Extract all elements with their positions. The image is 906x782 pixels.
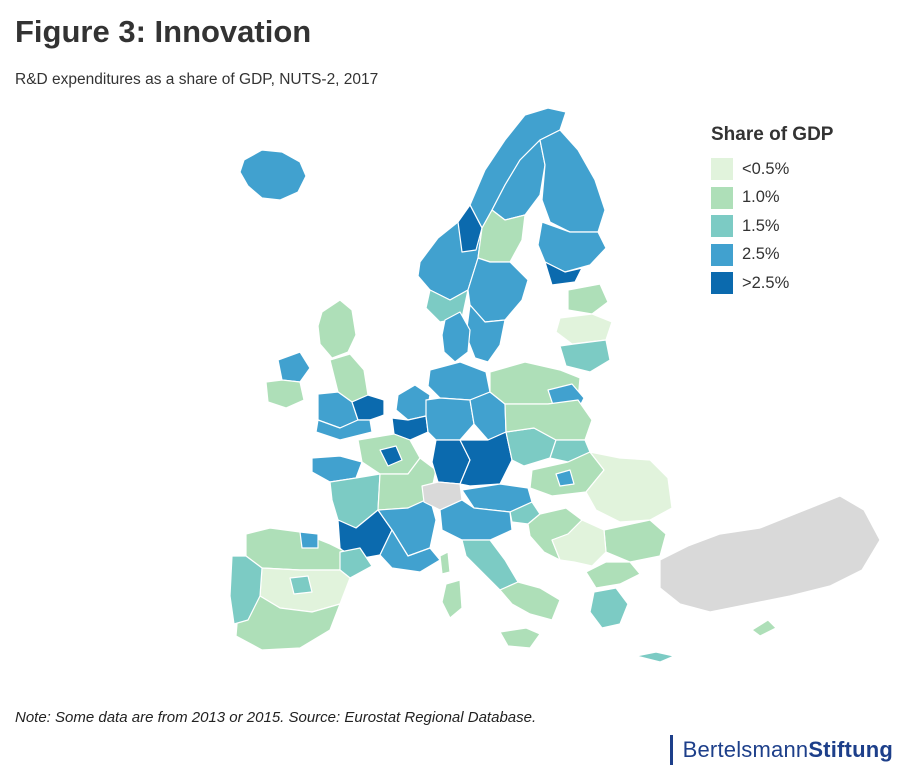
region-italy-north: [439, 499, 513, 541]
region-greece-north: [585, 561, 641, 589]
region-denmark: [441, 311, 471, 363]
region-iceland: [239, 149, 307, 201]
legend-item: 1.0%: [711, 184, 833, 213]
legend-label: 1.0%: [742, 188, 780, 207]
region-budapest: [555, 469, 575, 487]
region-bulgaria: [603, 519, 667, 563]
legend-swatch: [711, 243, 733, 266]
europe-rd-map: [229, 107, 881, 663]
legend-item: 2.5%: [711, 241, 833, 270]
region-basque: [299, 531, 319, 549]
region-estonia: [567, 283, 609, 315]
brand-name-bold: Stiftung: [808, 737, 893, 762]
brand-name-regular: Bertelsmann: [682, 737, 809, 762]
legend-swatch: [711, 272, 733, 295]
legend-swatch: [711, 215, 733, 238]
brand-bar: [669, 735, 673, 765]
legend-swatch: [711, 158, 733, 181]
map-legend: Share of GDP <0.5% 1.0% 1.5% 2.5% >2.5%: [711, 124, 833, 298]
region-romania: [585, 451, 673, 523]
region-sicily: [499, 627, 541, 649]
figure-subtitle: R&D expenditures as a share of GDP, NUTS…: [15, 71, 379, 88]
region-corsica: [439, 551, 451, 575]
region-catalonia: [339, 547, 373, 579]
legend-label: 1.5%: [742, 216, 780, 235]
region-germany-north: [427, 361, 491, 401]
brand-name: BertelsmannStiftung: [683, 737, 893, 763]
region-turkey: [659, 495, 881, 613]
region-lithuania: [559, 339, 611, 373]
legend-swatch: [711, 186, 733, 209]
region-scotland: [317, 299, 357, 359]
region-ireland-south: [265, 379, 305, 409]
legend-title: Share of GDP: [711, 124, 834, 145]
region-netherlands: [395, 384, 431, 421]
region-spain-north: [245, 527, 347, 571]
source-note: Note: Some data are from 2013 or 2015. S…: [15, 709, 537, 726]
legend-label: 2.5%: [742, 245, 780, 264]
region-finland-north: [539, 129, 606, 233]
region-south-england: [315, 419, 373, 441]
region-oslo: [457, 204, 483, 253]
legend-item: <0.5%: [711, 155, 833, 184]
region-cyprus: [751, 619, 777, 637]
brand-logo: BertelsmannStiftung: [669, 735, 893, 765]
region-latvia: [555, 313, 613, 345]
legend-label: >2.5%: [742, 273, 790, 292]
region-greece-south: [589, 587, 629, 629]
region-paca: [379, 529, 441, 573]
figure-title: Figure 3: Innovation: [15, 14, 312, 49]
region-italy-centre: [461, 539, 519, 591]
region-ile-de-france: [379, 445, 403, 467]
region-sardinia: [441, 579, 463, 619]
region-portugal: [229, 555, 263, 625]
region-ireland-north: [277, 351, 311, 383]
region-helsinki: [544, 261, 583, 286]
region-madrid: [289, 575, 313, 595]
legend-item: >2.5%: [711, 269, 833, 298]
region-spain-south: [235, 595, 341, 651]
legend-item: 1.5%: [711, 212, 833, 241]
region-stockholm: [467, 257, 529, 323]
legend-label: <0.5%: [742, 159, 790, 178]
region-finland-south: [537, 221, 607, 273]
region-western-balkans: [551, 519, 607, 567]
region-italy-south: [499, 581, 561, 621]
region-crete: [635, 651, 675, 663]
region-germany-west: [425, 397, 475, 441]
